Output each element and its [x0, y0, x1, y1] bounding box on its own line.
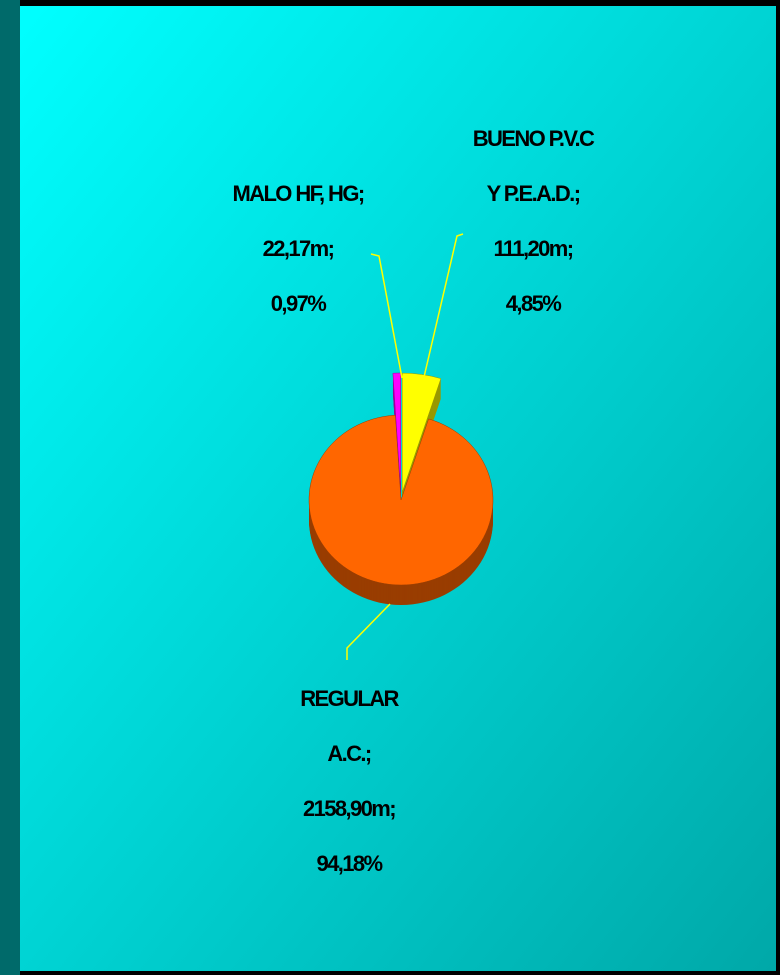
data-label: 0,97% [271, 291, 326, 316]
data-labels: MALO HF, HG; 22,17m; 0,97% BUENO P.V.C Y P.E… [232, 126, 596, 876]
data-label: A.C.; [327, 741, 371, 766]
data-label: 111,20m; [494, 236, 573, 261]
data-label: 22,17m; [263, 236, 334, 261]
data-label: BUENO P.V.C [473, 126, 595, 151]
slice [401, 372, 442, 493]
data-label: 94,18% [316, 851, 382, 876]
leader-line [346, 603, 391, 660]
leader-line [370, 253, 403, 379]
data-label: Y P.E.A.D.; [487, 181, 580, 206]
data-label: REGULAR [300, 686, 399, 711]
leader-line [423, 233, 464, 378]
data-label: 4,85% [506, 291, 561, 316]
data-label: 2158,90m; [303, 796, 395, 821]
side-strip [0, 0, 20, 975]
data-label: MALO HF, HG; [232, 181, 363, 206]
slice [308, 414, 494, 586]
pie [308, 372, 494, 605]
